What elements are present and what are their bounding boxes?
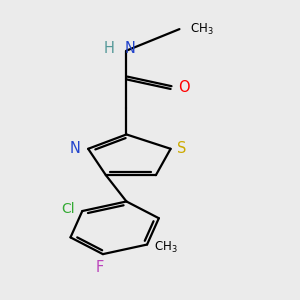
Text: O: O <box>178 80 190 95</box>
Text: F: F <box>96 260 104 275</box>
Text: CH$_3$: CH$_3$ <box>154 239 178 254</box>
Text: H: H <box>104 41 115 56</box>
Text: Cl: Cl <box>61 202 75 216</box>
Text: S: S <box>177 141 187 156</box>
Text: CH$_3$: CH$_3$ <box>190 22 213 37</box>
Text: N: N <box>125 41 136 56</box>
Text: N: N <box>70 141 81 156</box>
